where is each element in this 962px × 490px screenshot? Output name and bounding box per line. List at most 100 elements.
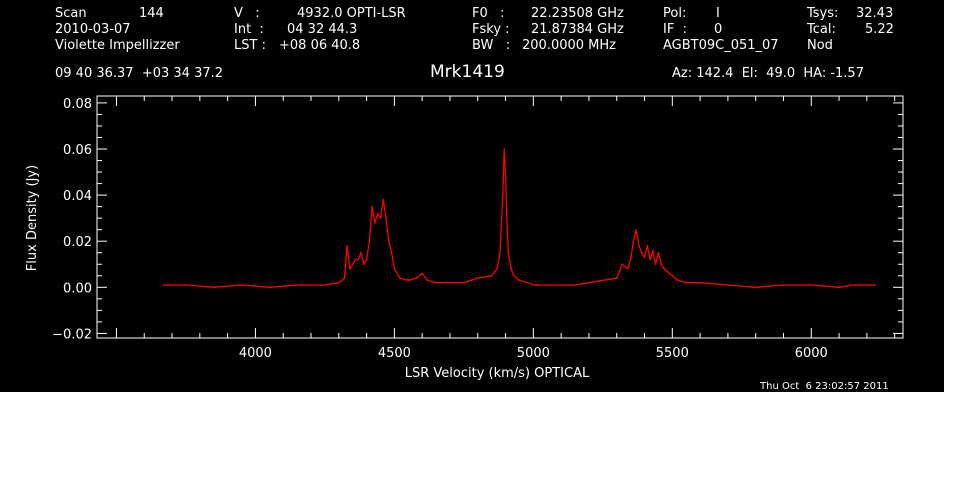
spectrum-point [671,275,674,277]
timestamp: Thu Oct 6 23:02:57 2011 [760,381,889,392]
spectrum-point [588,281,590,284]
spectrum-point [810,284,813,286]
spectrum-point [385,217,387,219]
spectrum-point [393,268,396,270]
spectrum-point [338,281,340,284]
source-coordinates: 09 40 36.37 +03 34 37.2 [55,66,224,81]
spectrum-point [296,284,298,286]
tsys-label: Tsys: [807,6,839,21]
sky-frequency-value: 21.87384 GHz [531,22,624,37]
project-id: AGBT09C_051_07 [663,38,779,53]
spectrum-trace [163,148,876,288]
integration-label: Int : [234,22,264,37]
spectrum-point [388,240,390,242]
plot-frame [96,95,904,339]
spectrum-point [838,286,840,289]
spectrum-point [654,263,657,266]
spectrum-point [349,268,351,270]
spectrum-point [390,251,393,254]
integration-value: 04 32 44.3 [287,22,358,37]
rest-frequency-label: F0 : [472,6,505,21]
spectrum-point [866,284,868,286]
spectrum-point [357,258,360,261]
spectrum-point [363,263,365,266]
lst-label: LST : [234,38,266,53]
spectrum-point [668,272,671,275]
polarization-value: I [716,6,720,21]
spectrum-point [343,277,346,279]
spectrum-point [374,222,376,224]
y-tick-label: 0.06 [63,143,92,158]
spectrum-point [546,284,548,286]
source-name: Mrk1419 [430,62,505,82]
tcal-label: Tcal: [807,22,836,37]
y-tick-label: 0.04 [63,189,92,204]
spectrum-point [685,281,687,284]
x-axis-label: LSR Velocity (km/s) OPTICAL [405,366,590,381]
az-el-ha: Az: 142.4 El: 49.0 HA: -1.57 [672,66,864,81]
spectrum-point [496,268,499,270]
spectrum-point [754,286,757,289]
spectrum-point [621,263,624,266]
x-tick-label: 5500 [656,346,689,361]
spectrum-point [503,148,506,150]
spectrum-point [699,281,701,284]
x-tick-label: 6000 [795,346,828,361]
spectrum-point [360,251,362,254]
spectrum-point [635,228,637,231]
velocity-value: 4932.0 OPTI-LSR [297,6,406,21]
spectrum-point [407,279,410,282]
x-tick-label: 4500 [378,346,411,361]
spectrum-point [376,212,379,215]
spectrum-point [382,198,385,201]
spectrum-point [324,284,326,286]
spectrum-point [527,281,529,284]
spectrum-point [510,268,512,270]
spectrum-point [185,284,187,286]
spectrum-point [632,240,635,242]
spectrum-point [502,194,504,196]
lst-value: +08 06 40.8 [279,38,361,53]
y-axis-label: Flux Density (Jy) [25,165,40,271]
velocity-label: V : [234,6,260,21]
spectrum-point [657,251,660,254]
spectrum-point [782,284,785,286]
spectrum-point [449,281,451,284]
spectrum-point [477,277,479,279]
observer-name: Violette Impellizzer [55,38,180,53]
polarization-label: Pol: [663,6,687,21]
spectrum-point [629,258,632,261]
spectrum-point [666,270,668,273]
spectrum-point [371,205,374,208]
spectrum-point [351,263,354,266]
spectrum-point [435,281,437,284]
y-tick-label: −0.02 [52,327,92,342]
spectrum-point [640,251,643,254]
tcal-value: 5.22 [865,22,894,37]
spectrum-point [652,249,654,252]
spectrum-point [646,245,649,247]
bandwidth-label: BW : [472,38,511,53]
x-tick-label: 4000 [239,346,272,361]
spectrum-point [560,284,562,286]
spectrum-point [504,175,507,178]
mode-label: Nod [807,38,833,53]
spectrum-point [663,268,665,270]
spectrum-point [490,275,493,277]
spectrum-point [162,284,165,286]
spectrum-point [346,245,348,247]
spectrum-point [499,251,501,254]
spectrum-point [638,245,640,247]
spectrum-point [677,279,679,282]
spectrum-point [506,217,508,219]
if-value: 0 [714,22,723,37]
spectrum-point [507,251,510,254]
if-label: IF : [663,22,687,37]
spectrum-point [852,284,854,286]
spectrum-point [415,277,418,279]
observation-date: 2010-03-07 [55,22,131,37]
rest-frequency-value: 22.23508 GHz [531,6,624,21]
spectrum-point [399,277,401,279]
tsys-value: 32.43 [856,6,894,21]
spectrum-point [368,240,371,242]
